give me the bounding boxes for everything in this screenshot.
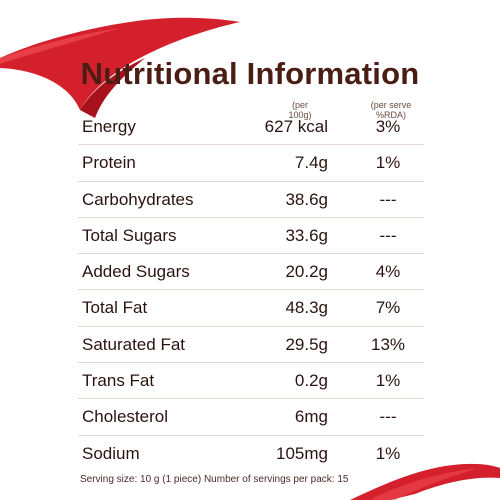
nutrient-value: 48.3g (285, 298, 328, 318)
nutrient-name: Cholesterol (82, 407, 168, 427)
nutrient-rda: 7% (375, 298, 401, 318)
nutrition-table: Energy 627 kcal 3% Protein 7.4g 1% Carbo… (78, 109, 424, 471)
nutrient-value: 105mg (276, 443, 328, 463)
table-row: Sodium 105mg 1% (78, 436, 424, 471)
nutrient-rda: 1% (375, 371, 401, 391)
nutrient-name: Total Fat (82, 298, 148, 318)
nutrient-name: Carbohydrates (82, 189, 194, 209)
nutrient-name: Protein (82, 153, 136, 173)
nutrient-name: Total Sugars (82, 225, 177, 245)
nutrient-rda: 4% (375, 262, 401, 282)
nutrient-value: 6mg (294, 407, 328, 427)
column-header-per-serve-rda: (per serve %RDA) (370, 100, 412, 120)
nutrient-rda: --- (379, 407, 397, 427)
nutrient-rda: 3% (375, 117, 401, 136)
column-header-per-100g: (per 100g) (288, 100, 312, 120)
table-row: Cholesterol 6mg --- (78, 399, 424, 436)
nutrient-name: Saturated Fat (82, 334, 186, 354)
nutrient-value: 0.2g (294, 371, 328, 391)
page-title: Nutritional Information (80, 56, 420, 91)
nutrient-name: Energy (82, 117, 136, 136)
table-row: Carbohydrates 38.6g --- (78, 182, 424, 218)
table-row: Added Sugars 20.2g 4% (78, 254, 424, 291)
nutrient-rda: 1% (375, 153, 401, 173)
serving-info-footer: Serving size: 10 g (1 piece) Number of s… (80, 474, 349, 485)
nutrient-value: 38.6g (285, 189, 328, 209)
table-row: Energy 627 kcal 3% (78, 109, 424, 146)
table-row: Total Fat 48.3g 7% (78, 290, 424, 327)
nutrient-rda: 1% (375, 443, 401, 463)
table-row: Protein 7.4g 1% (78, 145, 424, 182)
nutrient-value: 33.6g (285, 225, 328, 245)
table-row: Total Sugars 33.6g --- (78, 218, 424, 255)
nutrient-name: Sodium (82, 443, 140, 463)
nutrient-name: Trans Fat (82, 371, 155, 391)
nutrient-name: Added Sugars (82, 262, 190, 282)
table-row: Trans Fat 0.2g 1% (78, 363, 424, 400)
nutrient-rda: --- (379, 225, 397, 245)
nutrient-rda: 13% (370, 334, 406, 354)
nutrient-value: 20.2g (285, 262, 328, 282)
nutrient-value: 7.4g (294, 153, 328, 173)
nutrient-value: 29.5g (285, 334, 328, 354)
table-row: Saturated Fat 29.5g 13% (78, 327, 424, 364)
nutrient-value: 627 kcal (264, 117, 328, 136)
nutrient-rda: --- (379, 189, 397, 209)
